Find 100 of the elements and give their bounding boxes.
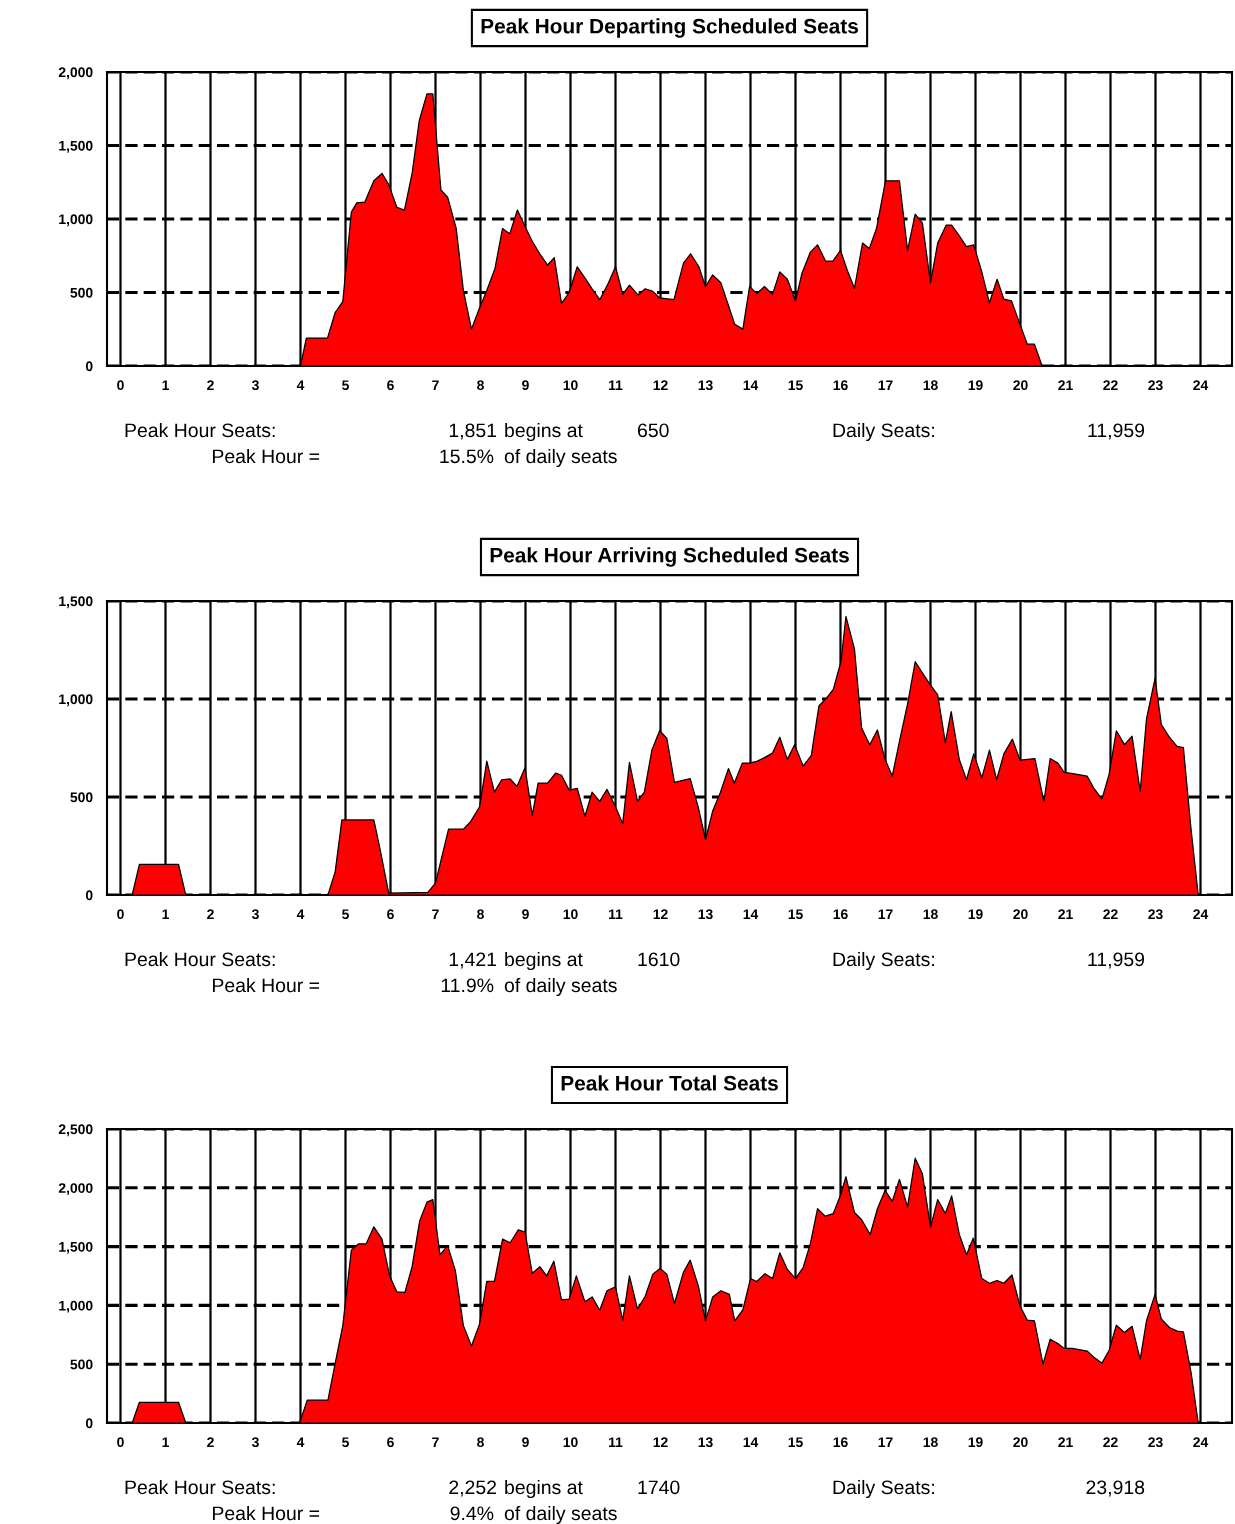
x-tick-label: 18 — [923, 380, 938, 391]
text: 11,959 — [1088, 952, 1145, 969]
y-tick-label: 0 — [85, 361, 93, 372]
x-tick-label: 9 — [522, 909, 529, 920]
text: 2,252 — [449, 1480, 497, 1497]
text: of daily seats — [504, 448, 617, 468]
text: Peak Hour Seats: — [125, 1479, 275, 1495]
x-tick-label: 19 — [968, 909, 983, 920]
x-tick-label: 6 — [387, 1437, 394, 1448]
x-tick-label: 10 — [563, 909, 578, 920]
y-tick-label: 1,000 — [59, 214, 93, 227]
x-tick-label: 23 — [1148, 1437, 1163, 1448]
x-tick-label: 8 — [477, 909, 484, 920]
x-tick-label: 3 — [251, 1437, 259, 1448]
x-tick-label: 21 — [1058, 380, 1073, 390]
text: 1,851 — [449, 423, 497, 440]
text: 1610 — [638, 952, 680, 967]
text: 11,959 — [1088, 423, 1145, 440]
x-tick-label: 11 — [609, 1437, 623, 1447]
x-tick-label: 13 — [698, 1437, 713, 1448]
x-tick-label: 20 — [1013, 909, 1028, 920]
y-tick-label: 2,000 — [58, 67, 93, 80]
y-tick-label: 1,500 — [59, 140, 93, 153]
text: 23,918 — [1086, 1480, 1145, 1497]
x-tick-label: 17 — [878, 1437, 893, 1447]
text: begins at — [505, 422, 583, 442]
text: Daily Seats: — [833, 951, 934, 971]
x-tick-label: 23 — [1148, 909, 1163, 920]
x-tick-label: 6 — [387, 380, 394, 391]
x-tick-label: 22 — [1103, 380, 1118, 390]
x-tick-label: 14 — [743, 909, 759, 919]
text: begins at — [505, 951, 583, 971]
x-tick-label: 14 — [743, 1437, 759, 1447]
text: begins at — [505, 1479, 583, 1499]
text: Peak Hour = — [212, 1505, 320, 1521]
x-tick-label: 0 — [117, 380, 124, 391]
x-tick-label: 11 — [609, 380, 623, 390]
y-tick-label: 500 — [70, 792, 93, 803]
x-tick-label: 22 — [1103, 909, 1118, 919]
x-tick-label: 4 — [296, 1437, 305, 1447]
x-tick-label: 3 — [251, 909, 259, 920]
x-tick-label: 10 — [563, 1437, 578, 1448]
y-tick-label: 500 — [70, 1359, 93, 1370]
x-tick-label: 17 — [878, 380, 893, 390]
text: Daily Seats: — [833, 422, 934, 442]
x-tick-label: 20 — [1013, 380, 1028, 391]
x-tick-label: 5 — [342, 1437, 349, 1448]
x-tick-label: 16 — [833, 380, 848, 391]
x-tick-label: 0 — [117, 909, 124, 920]
x-tick-label: 1 — [162, 380, 169, 390]
y-tick-label: 1,000 — [59, 694, 93, 707]
x-tick-label: 23 — [1148, 380, 1163, 391]
x-tick-label: 14 — [743, 380, 759, 390]
text: 15.5% — [440, 449, 494, 464]
text: of daily seats — [504, 1505, 617, 1524]
x-tick-label: 12 — [653, 909, 668, 919]
x-tick-label: 13 — [698, 380, 713, 391]
x-tick-label: 15 — [788, 909, 803, 920]
x-tick-label: 22 — [1103, 1437, 1118, 1447]
x-tick-label: 1 — [162, 1437, 169, 1447]
x-tick-label: 18 — [923, 909, 938, 920]
y-tick-label: 0 — [85, 890, 93, 901]
x-tick-label: 1 — [162, 909, 169, 919]
x-tick-label: 9 — [522, 380, 529, 391]
text: Daily Seats: — [833, 1479, 934, 1499]
x-tick-label: 6 — [387, 909, 394, 920]
x-tick-label: 8 — [477, 380, 484, 391]
x-tick-label: 19 — [968, 1437, 983, 1448]
x-tick-label: 19 — [968, 380, 983, 391]
y-tick-label: 1,000 — [59, 1300, 93, 1313]
text: Peak Hour Seats: — [125, 422, 275, 438]
x-tick-label: 7 — [432, 909, 439, 919]
x-tick-label: 11 — [609, 909, 623, 919]
x-tick-label: 16 — [833, 1437, 848, 1448]
x-tick-label: 8 — [477, 1437, 484, 1448]
x-tick-label: 17 — [878, 909, 893, 919]
x-tick-label: 12 — [653, 1437, 668, 1447]
text: Peak Hour Seats: — [125, 951, 275, 967]
text: 9.4% — [450, 1506, 494, 1521]
x-tick-label: 7 — [432, 1437, 439, 1447]
x-tick-label: 0 — [117, 1437, 124, 1448]
x-tick-label: 2 — [207, 380, 214, 390]
x-tick-label: 12 — [653, 380, 668, 390]
x-tick-label: 24 — [1193, 1437, 1209, 1447]
y-tick-label: 500 — [70, 287, 93, 298]
text: Peak Hour = — [212, 977, 320, 993]
x-tick-label: 2 — [207, 1437, 214, 1447]
chart-title: Peak Hour Total Seats — [561, 1075, 778, 1091]
x-tick-label: 13 — [698, 909, 713, 920]
x-tick-label: 3 — [251, 380, 259, 391]
text: of daily seats — [504, 977, 617, 997]
y-tick-label: 2,500 — [58, 1124, 93, 1137]
x-tick-label: 5 — [342, 909, 349, 920]
text: 11.9% — [441, 978, 494, 993]
x-tick-label: 9 — [522, 1437, 529, 1448]
y-tick-label: 2,000 — [58, 1183, 93, 1195]
chart-title: Peak Hour Departing Scheduled Seats — [481, 18, 858, 38]
text: Peak Hour = — [212, 448, 320, 464]
text: 1,421 — [449, 952, 497, 969]
chart-title: Peak Hour Arriving Scheduled Seats — [490, 547, 849, 567]
